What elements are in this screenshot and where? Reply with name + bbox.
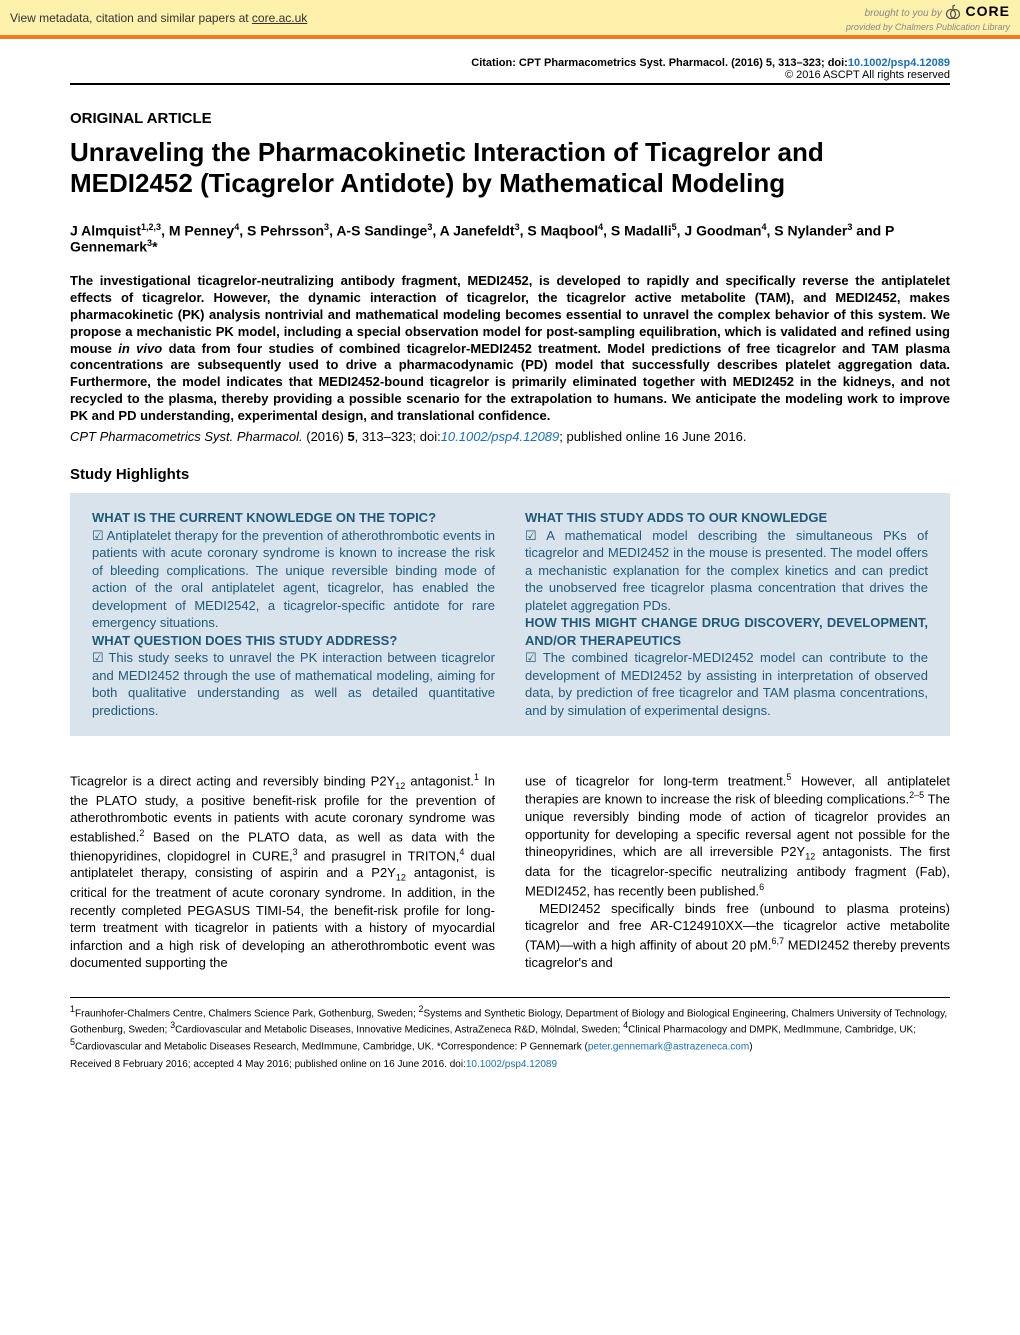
article-type: ORIGINAL ARTICLE bbox=[70, 110, 950, 127]
core-provided-text: provided by Chalmers Publication Library bbox=[846, 22, 1010, 32]
abstract-text: The investigational ticagrelor-neutraliz… bbox=[70, 273, 950, 425]
core-logo-text: CORE bbox=[966, 3, 1010, 19]
checkmark-icon: ☑ bbox=[525, 650, 537, 665]
affiliations: 1Fraunhofer-Chalmers Centre, Chalmers Sc… bbox=[70, 997, 950, 1053]
affil-close: ) bbox=[749, 1041, 752, 1052]
citation-line2: © 2016 ASCPT All rights reserved bbox=[785, 69, 950, 81]
citation-doi-link[interactable]: 10.1002/psp4.12089 bbox=[848, 57, 950, 69]
core-metadata-banner: View metadata, citation and similar pape… bbox=[0, 0, 1020, 39]
highlights-q2: WHAT QUESTION DOES THIS STUDY ADDRESS? bbox=[92, 633, 397, 648]
correspondence-email-link[interactable]: peter.gennemark@astrazeneca.com bbox=[588, 1041, 749, 1052]
highlights-q4: HOW THIS MIGHT CHANGE DRUG DISCOVERY, DE… bbox=[525, 615, 928, 648]
core-metadata-right: brought to you by CORE provided by Chalm… bbox=[846, 3, 1010, 32]
abstract-doi-link[interactable]: 10.1002/psp4.12089 bbox=[441, 429, 560, 444]
highlights-a3: A mathematical model describing the simu… bbox=[525, 528, 928, 613]
body-columns: Ticagrelor is a direct acting and revers… bbox=[70, 771, 950, 972]
article-title: Unraveling the Pharmacokinetic Interacti… bbox=[70, 137, 950, 199]
citation-line1: Citation: CPT Pharmacometrics Syst. Phar… bbox=[471, 57, 950, 69]
highlights-q1: WHAT IS THE CURRENT KNOWLEDGE ON THE TOP… bbox=[92, 510, 436, 525]
core-brought-text: brought to you by bbox=[865, 8, 945, 19]
core-apple-icon bbox=[945, 4, 961, 20]
abstract-footer: CPT Pharmacometrics Syst. Pharmacol. (20… bbox=[70, 429, 950, 444]
highlights-col-left: WHAT IS THE CURRENT KNOWLEDGE ON THE TOP… bbox=[92, 509, 495, 720]
highlights-a2: This study seeks to unravel the PK inter… bbox=[92, 650, 495, 718]
highlights-col-right: WHAT THIS STUDY ADDS TO OUR KNOWLEDGE ☑ … bbox=[525, 509, 928, 720]
core-metadata-left: View metadata, citation and similar pape… bbox=[10, 11, 307, 25]
body-col-left: Ticagrelor is a direct acting and revers… bbox=[70, 771, 495, 972]
highlights-a1: Antiplatelet therapy for the prevention … bbox=[92, 528, 495, 631]
received-line: Received 8 February 2016; accepted 4 May… bbox=[70, 1059, 950, 1070]
received-doi-link[interactable]: 10.1002/psp4.12089 bbox=[466, 1059, 557, 1070]
checkmark-icon: ☑ bbox=[525, 528, 537, 543]
citation-prefix: Citation: CPT Pharmacometrics Syst. Phar… bbox=[471, 57, 848, 69]
checkmark-icon: ☑ bbox=[92, 528, 104, 543]
authors-line: J Almquist1,2,3, M Penney4, S Pehrsson3,… bbox=[70, 222, 950, 255]
core-metadata-link[interactable]: core.ac.uk bbox=[252, 11, 307, 25]
received-prefix: Received 8 February 2016; accepted 4 May… bbox=[70, 1059, 466, 1070]
citation-block: Citation: CPT Pharmacometrics Syst. Phar… bbox=[70, 57, 950, 85]
highlights-a4: The combined ticagrelor-MEDI2452 model c… bbox=[525, 650, 928, 718]
highlights-box: WHAT IS THE CURRENT KNOWLEDGE ON THE TOP… bbox=[70, 493, 950, 736]
highlights-q3: WHAT THIS STUDY ADDS TO OUR KNOWLEDGE bbox=[525, 510, 827, 525]
abstract-footer-suffix: ; published online 16 June 2016. bbox=[559, 429, 746, 444]
core-logo[interactable]: CORE bbox=[945, 3, 1010, 20]
core-metadata-text: View metadata, citation and similar pape… bbox=[10, 11, 252, 25]
body-col-right: use of ticagrelor for long-term treatmen… bbox=[525, 771, 950, 972]
checkmark-icon: ☑ bbox=[92, 650, 104, 665]
highlights-heading: Study Highlights bbox=[70, 466, 950, 483]
